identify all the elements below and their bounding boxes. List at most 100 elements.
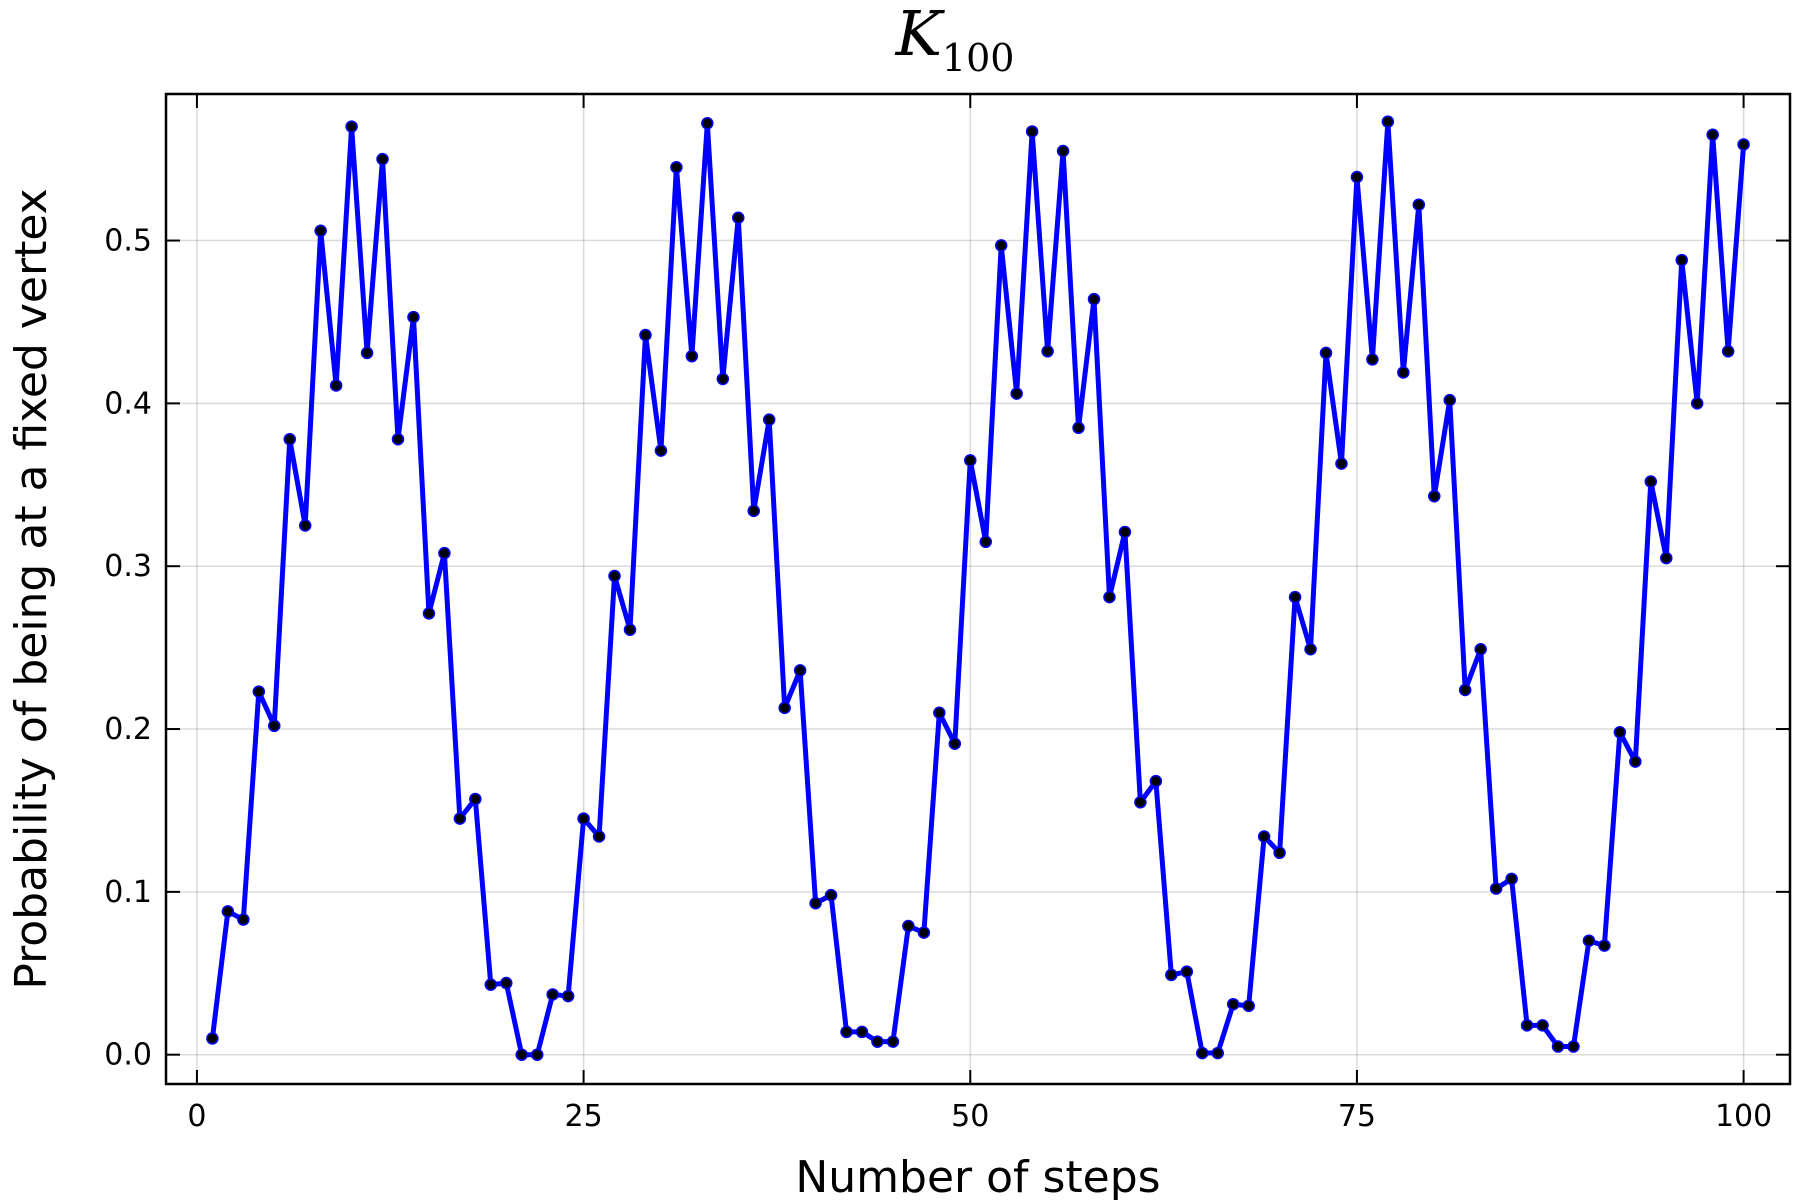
data-point — [732, 211, 745, 224]
y-tick-label: 0.1 — [104, 875, 152, 910]
axis-ticks — [166, 94, 1790, 1084]
data-point — [1644, 475, 1658, 488]
data-point — [608, 569, 621, 583]
data-point — [747, 504, 760, 518]
data-point — [546, 988, 559, 1001]
data-point — [855, 1025, 869, 1039]
data-point — [530, 1048, 544, 1061]
x-tick-label: 100 — [1715, 1099, 1772, 1134]
y-tick-label: 0.0 — [104, 1038, 152, 1073]
x-tick-label: 0 — [187, 1099, 206, 1134]
data-point — [1397, 366, 1410, 379]
data-point — [360, 346, 374, 360]
data-point — [948, 737, 962, 750]
x-axis-label: Number of steps — [795, 1152, 1160, 1200]
data-point — [809, 897, 822, 910]
data-point — [639, 328, 652, 342]
chart-title-main: K — [895, 0, 946, 70]
data-point — [391, 432, 405, 446]
data-point — [1582, 934, 1596, 947]
data-point — [376, 152, 389, 166]
data-point — [1273, 846, 1286, 860]
data-point — [1505, 872, 1518, 886]
data-point — [1072, 421, 1085, 435]
data-point — [1257, 830, 1271, 843]
data-point — [484, 978, 498, 991]
data-point — [577, 812, 590, 825]
data-point — [824, 888, 838, 902]
data-point — [1551, 1040, 1565, 1053]
data-point — [1660, 551, 1673, 565]
data-point — [561, 989, 575, 1003]
data-point — [793, 664, 807, 677]
data-point — [298, 519, 312, 532]
data-point — [1706, 128, 1719, 141]
data-point — [469, 792, 482, 806]
data-point — [1335, 457, 1348, 470]
x-tick-label: 75 — [1338, 1099, 1376, 1134]
data-point — [979, 535, 992, 549]
data-point — [221, 905, 235, 918]
tick-labels: 0 25 50 75 100 0.0 0.1 0.2 0.3 0.4 0.5 — [104, 224, 1772, 1134]
series-line — [209, 119, 1747, 1058]
data-point — [670, 161, 683, 174]
data-point — [1536, 1019, 1549, 1032]
data-point — [314, 224, 327, 238]
data-point — [1025, 125, 1039, 138]
data-point — [1242, 999, 1255, 1013]
data-point — [840, 1025, 853, 1039]
data-point — [1103, 590, 1116, 604]
data-point — [1613, 726, 1627, 739]
data-point — [252, 685, 266, 698]
data-point — [1474, 642, 1487, 656]
data-point — [1675, 253, 1688, 267]
data-point — [500, 976, 513, 990]
data-point — [778, 701, 791, 715]
data-point — [1041, 345, 1054, 358]
data-point — [1087, 292, 1101, 306]
data-point — [206, 1032, 219, 1045]
data-point — [1567, 1040, 1580, 1053]
data-point — [453, 812, 467, 825]
data-point — [762, 413, 776, 426]
data-point — [237, 913, 250, 926]
data-point — [1319, 346, 1333, 360]
data-point — [1134, 796, 1147, 809]
data-point — [407, 310, 420, 324]
data-point — [1226, 997, 1240, 1011]
data-point — [623, 623, 637, 636]
data-point — [871, 1035, 884, 1048]
data-point — [994, 239, 1008, 252]
data-point — [964, 454, 977, 467]
data-point — [1196, 1046, 1209, 1060]
data-point — [1443, 393, 1456, 407]
data-point — [283, 432, 296, 446]
x-tick-label: 50 — [951, 1099, 989, 1134]
series-layer — [206, 115, 1750, 1061]
data-point — [1489, 882, 1503, 895]
y-axis-label: Probability of being at a fixed vertex — [6, 188, 57, 989]
y-tick-label: 0.2 — [104, 712, 152, 747]
data-point — [1629, 755, 1642, 768]
x-tick-label: 25 — [565, 1099, 603, 1134]
data-point — [1304, 642, 1317, 656]
data-point — [422, 607, 436, 620]
data-point — [515, 1048, 528, 1061]
data-point — [1056, 144, 1070, 158]
data-point — [1118, 525, 1132, 539]
y-tick-label: 0.4 — [104, 386, 152, 421]
data-point — [1381, 115, 1395, 128]
data-point — [1165, 968, 1178, 982]
data-point — [1690, 397, 1704, 410]
data-point — [1149, 774, 1163, 788]
data-point — [654, 444, 668, 457]
data-point — [886, 1035, 900, 1048]
plot-frame — [164, 92, 1792, 1086]
data-point — [685, 349, 699, 363]
chart-title: K100 — [895, 0, 1015, 80]
data-point — [933, 706, 946, 719]
data-point — [1737, 138, 1750, 151]
data-point — [1010, 387, 1023, 400]
data-point — [701, 117, 714, 130]
